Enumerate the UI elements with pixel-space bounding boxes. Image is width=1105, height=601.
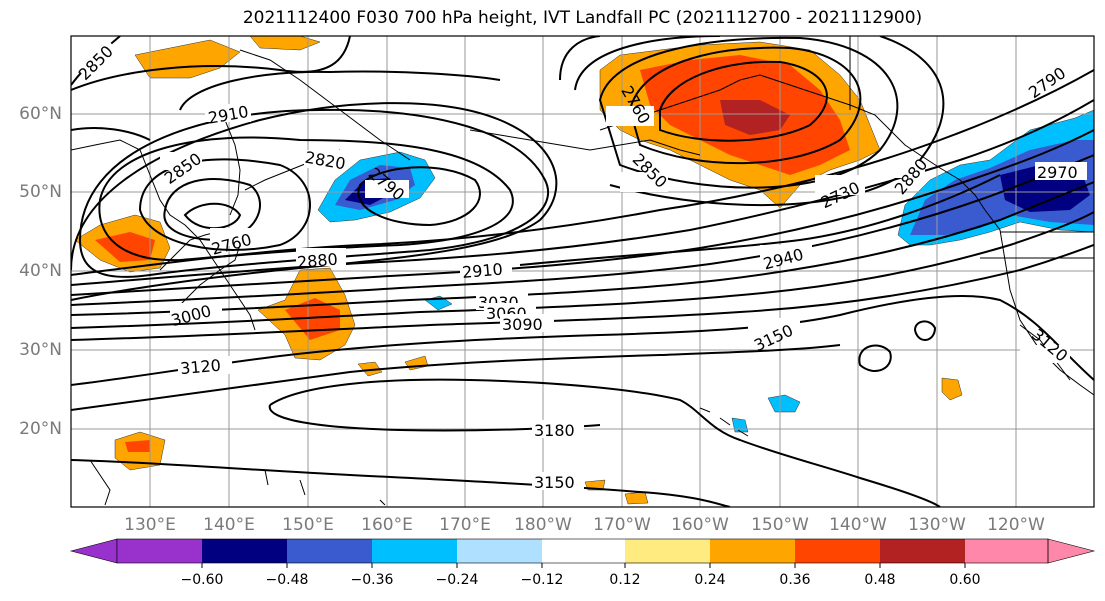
ivt-region-kamchatka2 xyxy=(249,36,321,51)
contour-2910 xyxy=(71,36,351,91)
ivt-positive-regions xyxy=(74,36,963,505)
contour-small-ring-1 xyxy=(858,344,892,372)
contour-band-7 xyxy=(71,244,1094,341)
colorbar-segment-9 xyxy=(795,539,880,563)
contour-label-3150-a: 3150 xyxy=(534,473,575,492)
ivt-region-hawaii xyxy=(767,394,801,413)
map-frame xyxy=(70,35,1095,508)
contour-band-4 xyxy=(71,154,1094,306)
colorbar-label-048: 0.48 xyxy=(864,572,896,588)
colorbar-segment-11 xyxy=(965,539,1048,563)
contour-label-3120: 3120 xyxy=(179,356,221,378)
contour-low-2 xyxy=(163,178,261,242)
colorbar-segment-1 xyxy=(117,539,202,563)
contour-label-2970: 2970 xyxy=(1037,163,1078,182)
contour-2850-nw-coast xyxy=(71,127,151,141)
contour-alaska-low-1 xyxy=(659,60,828,142)
contour-label-3180: 3180 xyxy=(534,421,575,440)
colorbar-segment-5 xyxy=(457,539,542,563)
colorbar-label-012: 0.12 xyxy=(609,572,641,588)
contour-band-5 xyxy=(71,181,1094,316)
contour-3120 xyxy=(71,295,1094,386)
map-title: 2021112400 F030 700 hPa height, IVT Land… xyxy=(242,8,923,28)
lon-label-150e: 150°E xyxy=(282,515,334,535)
colorbar-label-neg036: −0.36 xyxy=(350,572,394,588)
colorbar-segment-6 xyxy=(542,539,625,563)
lat-label-20n: 20°N xyxy=(19,419,62,439)
coast-hawaii xyxy=(699,407,749,437)
colorbar-under-triangle xyxy=(69,538,118,564)
colorbar-segment-7 xyxy=(625,539,710,563)
lon-label-120w: 120°W xyxy=(987,515,1045,535)
colorbar-label-060: 0.60 xyxy=(949,572,981,588)
colorbar xyxy=(69,538,1096,568)
contour-small-ring-2 xyxy=(913,320,937,341)
contour-label-2880: 2880 xyxy=(296,249,338,271)
colorbar-segment-4 xyxy=(372,539,457,563)
contour-3150 xyxy=(71,344,841,411)
contour-alaska-low-2 xyxy=(628,46,862,165)
contour-label-3090: 3090 xyxy=(502,315,543,334)
contour-2940 xyxy=(519,174,1001,266)
lon-label-140e: 140°E xyxy=(203,515,255,535)
contour-band-1 xyxy=(71,69,1094,276)
ivt-region-small-2 xyxy=(357,361,383,377)
lat-label-40n: 40°N xyxy=(19,261,62,281)
contour-label-2910-b: 2910 xyxy=(461,259,503,281)
contour-low-inner xyxy=(183,202,242,230)
contour-3150-s xyxy=(71,459,731,507)
colorbar-frame xyxy=(116,538,1049,564)
colorbar-over-triangle xyxy=(1047,538,1096,564)
contour-2820-ring xyxy=(98,136,514,262)
coast-aleutians xyxy=(469,129,701,156)
colorbar-label-036: 0.36 xyxy=(779,572,811,588)
lat-label-30n: 30°N xyxy=(19,340,62,360)
ivt-region-southwest-core xyxy=(125,440,150,452)
lon-label-170w: 170°W xyxy=(593,515,651,535)
lat-label-60n: 60°N xyxy=(19,104,62,124)
colorbar-segment-2 xyxy=(202,539,287,563)
coast-islands xyxy=(264,469,386,506)
coast-alaska xyxy=(599,74,986,211)
colorbar-label-024: 0.24 xyxy=(694,572,726,588)
lat-label-50n: 50°N xyxy=(19,182,62,202)
lon-label-160w: 160°W xyxy=(671,515,729,535)
colorbar-segment-10 xyxy=(880,539,965,563)
contour-alaska-low-3 xyxy=(598,36,899,189)
contour-2760 xyxy=(559,36,601,81)
ivt-region-small-5 xyxy=(624,491,649,505)
lon-label-170e: 170°E xyxy=(439,515,491,535)
contour-2880-ring xyxy=(71,102,558,301)
contour-2790-ring xyxy=(357,166,481,227)
colorbar-label-neg024: −0.24 xyxy=(435,572,479,588)
lon-label-150w: 150°W xyxy=(751,515,809,535)
lon-label-160e: 160°E xyxy=(361,515,413,535)
colorbar-ticks xyxy=(201,563,966,568)
ivt-region-small-1 xyxy=(941,377,963,401)
lon-label-140w: 140°W xyxy=(829,515,887,535)
colorbar-segment-8 xyxy=(710,539,795,563)
map-area: 2850 2910 2850 2820 2790 2760 2880 2910 … xyxy=(71,36,1094,507)
lon-label-130e: 130°E xyxy=(124,515,176,535)
contour-2910-b xyxy=(179,70,501,111)
contour-band-2 xyxy=(71,99,1094,286)
coast-sakhalin xyxy=(224,119,241,216)
coast-philippines xyxy=(89,459,111,506)
colorbar-label-neg012: −0.12 xyxy=(520,572,564,588)
colorbar-label-neg060: −0.60 xyxy=(180,572,224,588)
colorbar-label-neg048: −0.48 xyxy=(265,572,309,588)
ivt-region-alaska-max xyxy=(720,100,790,135)
contour-3180 xyxy=(269,378,941,507)
lon-label-180w: 180°W xyxy=(514,515,572,535)
colorbar-segment-3 xyxy=(287,539,372,563)
coast-asia xyxy=(71,139,256,331)
lon-label-130w: 130°W xyxy=(908,515,966,535)
contour-band-6 xyxy=(71,211,1094,329)
